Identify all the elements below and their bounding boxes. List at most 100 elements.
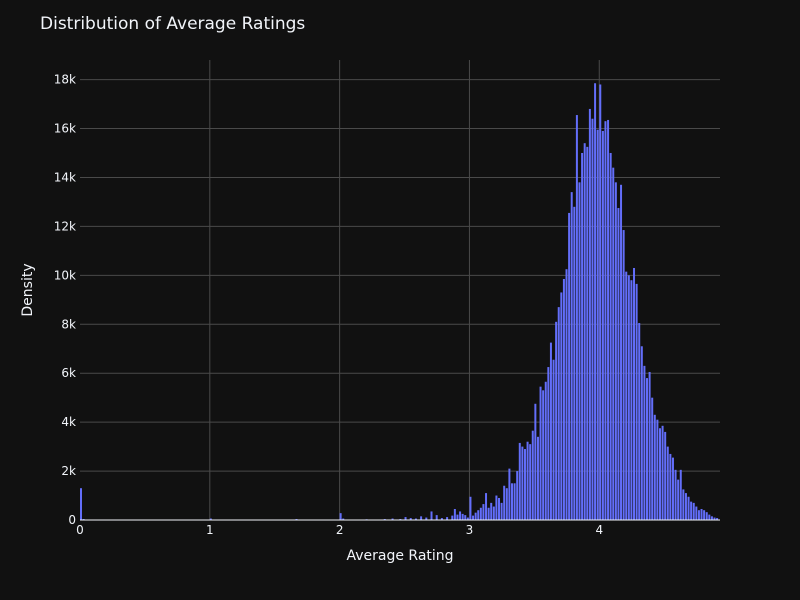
- histogram-bar: [690, 501, 693, 520]
- histogram-bar: [495, 495, 498, 520]
- histogram-bar: [677, 479, 680, 520]
- histogram-bar: [492, 506, 495, 520]
- histogram-bar: [633, 267, 636, 520]
- histogram-bar: [500, 502, 503, 520]
- y-axis-label: Density: [20, 263, 36, 316]
- histogram-bar: [562, 278, 565, 520]
- histogram-bar: [503, 485, 506, 520]
- histogram-bar: [474, 512, 477, 520]
- histogram-bar: [716, 518, 719, 520]
- histogram-bar: [466, 517, 469, 520]
- histogram-bar: [581, 152, 584, 521]
- histogram-bar: [635, 283, 638, 520]
- histogram-bar: [555, 321, 558, 520]
- histogram-bar: [477, 510, 480, 520]
- y-tick-label: 2k: [61, 464, 76, 478]
- histogram-bar: [638, 323, 641, 520]
- x-tick-label: 1: [206, 523, 214, 537]
- y-tick-label: 4k: [61, 415, 76, 429]
- histogram-bar: [586, 146, 589, 521]
- histogram-bar: [446, 517, 449, 520]
- histogram-bar: [404, 517, 407, 520]
- histogram-bar: [513, 483, 516, 520]
- histogram-bar: [617, 208, 620, 520]
- histogram-bar: [526, 441, 529, 520]
- histogram-bar: [661, 425, 664, 520]
- histogram-bar: [568, 212, 571, 520]
- histogram-bar: [612, 167, 615, 520]
- histogram-bar: [607, 119, 610, 520]
- histogram-bar: [482, 504, 485, 520]
- histogram-bar: [713, 517, 716, 520]
- histogram-bar: [425, 517, 428, 520]
- y-axis-ticks: 0 2k 4k 6k 8k 10k 12k 14k 16k 18k: [54, 73, 76, 527]
- histogram-bar: [461, 513, 464, 520]
- histogram-bar: [643, 365, 646, 520]
- histogram-bars: [80, 83, 719, 521]
- x-axis-label: Average Rating: [346, 548, 453, 564]
- histogram-bar: [531, 430, 534, 520]
- histogram-bar: [80, 488, 82, 520]
- histogram-bar: [671, 457, 674, 520]
- histogram-bar: [601, 130, 604, 520]
- histogram-bar: [339, 513, 342, 520]
- histogram-bar: [542, 390, 545, 520]
- histogram-bar: [596, 129, 599, 521]
- histogram-bar: [640, 346, 643, 520]
- histogram-bar: [620, 184, 623, 521]
- histogram-bar: [653, 414, 656, 520]
- histogram-bar: [575, 115, 578, 521]
- y-tick-label: 0: [68, 513, 76, 527]
- histogram-bar: [420, 516, 423, 520]
- histogram-bar: [609, 152, 612, 521]
- histogram-bar: [599, 84, 602, 520]
- histogram-bar: [549, 342, 552, 520]
- histogram-bar: [487, 507, 490, 520]
- histogram-bar: [529, 444, 532, 520]
- x-tick-label: 4: [595, 523, 603, 537]
- histogram-bar: [557, 307, 560, 520]
- histogram-bar: [342, 518, 345, 520]
- histogram-bar: [625, 271, 628, 520]
- y-tick-label: 14k: [54, 170, 76, 184]
- histogram-bar: [591, 118, 594, 520]
- x-tick-label: 3: [466, 523, 474, 537]
- histogram-bar: [518, 442, 521, 520]
- histogram-bar: [451, 515, 454, 520]
- histogram-bar: [666, 446, 669, 520]
- x-tick-label: 0: [76, 523, 84, 537]
- histogram-bar: [708, 514, 711, 520]
- y-tick-label: 6k: [61, 366, 76, 380]
- histogram-bar: [209, 518, 212, 520]
- histogram-bar: [490, 502, 493, 520]
- histogram-bar: [485, 493, 488, 520]
- histogram-bar: [664, 431, 667, 520]
- histogram-bar: [544, 381, 547, 520]
- histogram-bar: [505, 488, 508, 520]
- histogram-bar: [440, 518, 443, 520]
- histogram-bar: [710, 516, 713, 520]
- histogram-bar: [622, 230, 625, 521]
- histogram-bar: [508, 468, 511, 520]
- histogram-bar: [687, 496, 690, 520]
- histogram-bar: [459, 511, 462, 520]
- grid-lines: [80, 60, 720, 520]
- histogram-bar: [547, 367, 550, 520]
- histogram-bar: [700, 508, 703, 520]
- histogram-bar: [498, 497, 501, 520]
- histogram-bar: [430, 511, 433, 520]
- histogram-bar: [646, 378, 648, 520]
- histogram-bar: [479, 507, 482, 520]
- histogram-bar: [627, 275, 630, 520]
- histogram-bar: [604, 121, 607, 521]
- y-tick-label: 10k: [54, 268, 76, 282]
- histogram-bar: [472, 515, 475, 520]
- histogram-bar: [692, 502, 695, 520]
- histogram-bar: [705, 512, 708, 520]
- histogram-bar: [703, 510, 706, 520]
- histogram-bar: [469, 496, 472, 520]
- y-tick-label: 18k: [54, 73, 76, 87]
- histogram-bar: [414, 518, 417, 520]
- histogram-bar: [658, 428, 661, 520]
